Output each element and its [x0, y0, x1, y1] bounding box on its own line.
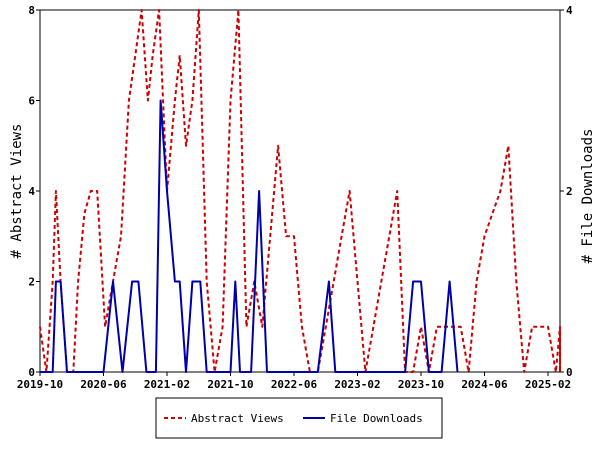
y-right-axis-title: # File Downloads [580, 129, 596, 264]
x-tick-label: 2025-02 [525, 378, 571, 391]
legend-box [155, 397, 443, 439]
x-tick-label: 2020-06 [80, 378, 127, 391]
y-right-tick-label: 4 [566, 4, 573, 17]
y-right-tick-label: 0 [566, 366, 573, 379]
x-tick-label: 2019-10 [17, 378, 63, 391]
y-right-tick-label: 2 [566, 185, 573, 198]
series-line-file-downloads [40, 99, 459, 373]
y-left-tick-label: 0 [28, 366, 35, 379]
y-left-tick-label: 6 [28, 95, 35, 108]
x-axis-ticks: 2019-10 2020-06 2021-02 2021-10 2022-06 2023-… [17, 372, 571, 391]
series-line-abstract-views [39, 9, 561, 373]
legend: Abstract Views File Downloads [155, 397, 443, 439]
legend-label-file-downloads: File Downloads [330, 412, 423, 425]
y-right-axis-ticks: 0 2 4 [560, 4, 573, 379]
plot-area [39, 9, 561, 373]
x-tick-label: 2023-02 [334, 378, 380, 391]
x-tick-label: 2021-10 [207, 378, 253, 391]
x-tick-label: 2023-10 [398, 378, 444, 391]
y-left-tick-label: 4 [28, 185, 35, 198]
x-tick-label: 2024-06 [461, 378, 508, 391]
y-left-axis-title: # Abstract Views [9, 124, 25, 259]
y-left-tick-label: 2 [28, 276, 35, 289]
y-left-axis-ticks: 0 2 4 6 8 [28, 4, 40, 379]
x-tick-label: 2021-02 [144, 378, 190, 391]
y-left-tick-label: 8 [28, 4, 35, 17]
legend-label-abstract-views: Abstract Views [191, 412, 284, 425]
x-tick-label: 2022-06 [271, 378, 318, 391]
series-layer [39, 9, 561, 373]
